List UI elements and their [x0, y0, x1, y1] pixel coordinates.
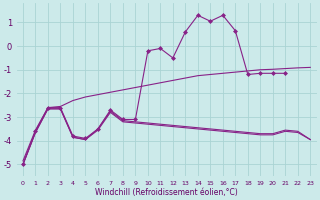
X-axis label: Windchill (Refroidissement éolien,°C): Windchill (Refroidissement éolien,°C) [95, 188, 238, 197]
